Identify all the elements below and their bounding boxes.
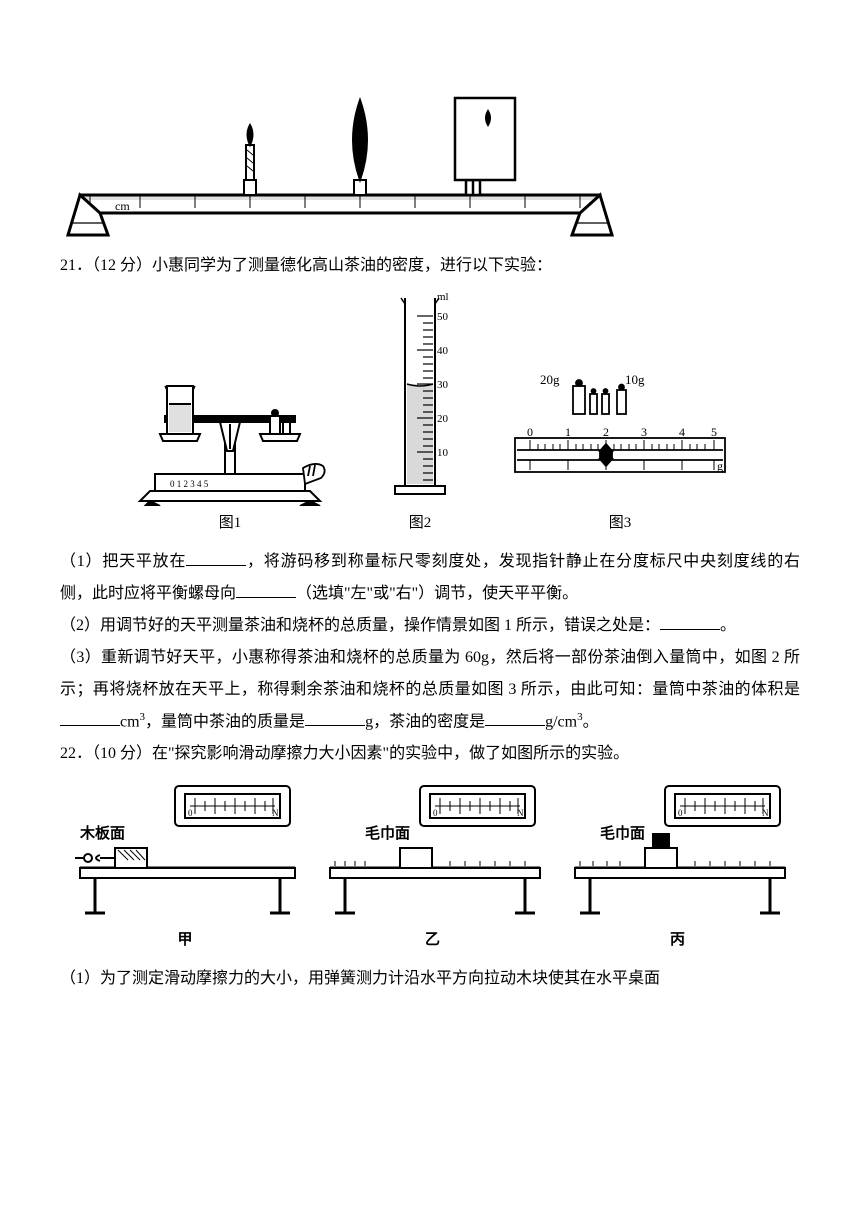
- surface-label-jia: 木板面: [79, 824, 125, 842]
- blank-direction: [236, 582, 296, 598]
- q21-p3e: g/cm: [545, 713, 577, 730]
- q21-p3f: 。: [583, 713, 599, 730]
- q21-p3b: cm: [120, 713, 140, 730]
- svg-text:0: 0: [188, 808, 193, 818]
- cylinder-svg: ml 50 40 30 20 10: [375, 286, 465, 506]
- friction-bing-label: 丙: [670, 925, 685, 955]
- q21-p1: （1）把天平放在，将游码移到称量标尺零刻度处，发现指针静止在分度标尺中央刻度线的…: [60, 546, 800, 610]
- friction-jia-label: 甲: [177, 925, 192, 955]
- friction-bing-svg: 0 N 毛巾面: [565, 778, 790, 923]
- svg-text:1: 1: [565, 425, 571, 439]
- svg-text:2: 2: [603, 425, 609, 439]
- svg-text:N: N: [762, 808, 769, 818]
- svg-text:40: 40: [437, 345, 449, 357]
- optical-bench-figure: cm: [60, 40, 800, 240]
- q21-p2: （2）用调节好的天平测量茶油和烧杯的总质量，操作情景如图 1 所示，错误之处是：…: [60, 610, 800, 642]
- svg-text:ml: ml: [437, 291, 449, 303]
- balance-figure: 0 1 2 3 4 5: [125, 316, 335, 538]
- cylinder-figure: ml 50 40 30 20 10 图2: [375, 286, 465, 538]
- q21-p3d: g，茶油的密度是: [365, 713, 485, 730]
- q22-title: 22．（10 分）在"探究影响滑动摩擦力大小因素"的实验中，做了如图所示的实验。: [60, 738, 800, 770]
- q22-p1: （1）为了测定滑动摩擦力的大小，用弹簧测力计沿水平方向拉动木块使其在水平桌面: [60, 963, 800, 995]
- svg-text:0: 0: [527, 425, 533, 439]
- q22-figures: 0 N 木板面: [60, 778, 800, 955]
- blank-surface: [186, 550, 246, 566]
- q21-title: 21．（12 分）小惠同学为了测量德化高山茶油的密度，进行以下实验：: [60, 250, 800, 282]
- surface-label-yi: 毛巾面: [365, 824, 410, 842]
- weights-svg: 20g 10g 0 1 2 3 4 5 g: [505, 356, 735, 506]
- blank-error: [660, 614, 720, 630]
- optical-bench-svg: cm: [60, 40, 620, 240]
- weights-caption: 图3: [609, 508, 632, 538]
- svg-text:N: N: [517, 808, 524, 818]
- svg-text:0 1 2 3 4 5: 0 1 2 3 4 5: [170, 479, 209, 489]
- ruler-unit: cm: [115, 199, 130, 213]
- weight-10g: 10g: [625, 372, 645, 387]
- svg-text:3: 3: [641, 425, 647, 439]
- svg-text:50: 50: [437, 311, 449, 323]
- weight-20g: 20g: [540, 372, 560, 387]
- svg-text:30: 30: [437, 379, 449, 391]
- q21-p1c: （选填"左"或"右"）调节，使天平平衡。: [296, 585, 578, 602]
- svg-text:N: N: [272, 808, 279, 818]
- svg-text:g: g: [717, 459, 723, 473]
- friction-bing: 0 N 毛巾面 丙: [565, 778, 790, 955]
- friction-jia-svg: 0 N 木板面: [70, 778, 300, 923]
- svg-text:5: 5: [711, 425, 717, 439]
- friction-jia: 0 N 木板面: [70, 778, 300, 955]
- blank-mass: [305, 710, 365, 726]
- q21-p1a: （1）把天平放在: [60, 553, 186, 570]
- svg-text:10: 10: [437, 447, 449, 459]
- friction-yi-svg: 0 N 毛巾面: [320, 778, 545, 923]
- q21-figures: 0 1 2 3 4 5: [60, 286, 800, 538]
- q21-p2b: 。: [720, 617, 736, 634]
- svg-text:0: 0: [433, 808, 438, 818]
- surface-label-bing: 毛巾面: [600, 824, 645, 842]
- balance-caption: 图1: [219, 508, 242, 538]
- weights-figure: 20g 10g 0 1 2 3 4 5 g: [505, 356, 735, 538]
- friction-yi-label: 乙: [425, 925, 440, 955]
- blank-volume: [60, 710, 120, 726]
- svg-text:4: 4: [679, 425, 685, 439]
- blank-density: [485, 710, 545, 726]
- q21-p2a: （2）用调节好的天平测量茶油和烧杯的总质量，操作情景如图 1 所示，错误之处是：: [60, 617, 660, 634]
- friction-yi: 0 N 毛巾面 乙: [320, 778, 545, 955]
- svg-text:0: 0: [678, 808, 683, 818]
- cylinder-caption: 图2: [409, 508, 432, 538]
- q21-p3: （3）重新调节好天平，小惠称得茶油和烧杯的总质量为 60g，然后将一部份茶油倒入…: [60, 642, 800, 738]
- svg-text:20: 20: [437, 413, 449, 425]
- balance-svg: 0 1 2 3 4 5: [125, 316, 335, 506]
- q21-p3c: ，量筒中茶油的质量是: [145, 713, 305, 730]
- q21-p3a: （3）重新调节好天平，小惠称得茶油和烧杯的总质量为 60g，然后将一部份茶油倒入…: [60, 649, 800, 698]
